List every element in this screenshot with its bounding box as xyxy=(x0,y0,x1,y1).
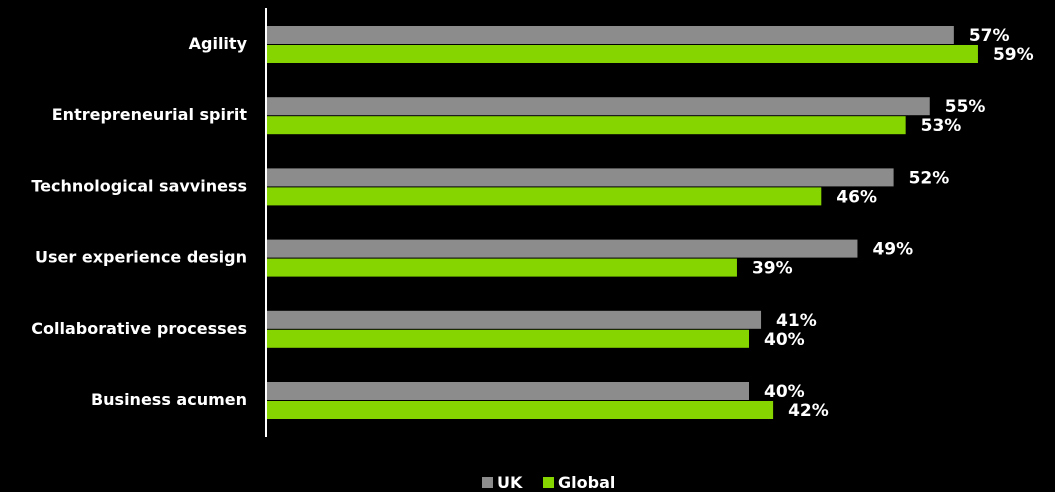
legend: UK Global xyxy=(482,473,615,492)
value-label-uk-user-experience-design: 49% xyxy=(872,240,913,260)
value-label-global-collaborative-processes: 40% xyxy=(764,330,805,350)
bar-global-user-experience-design xyxy=(267,258,737,277)
value-label-uk-business-acumen: 40% xyxy=(764,382,805,402)
legend-swatch-uk xyxy=(482,477,493,488)
bars-layer xyxy=(267,26,978,419)
category-label-agility: Agility xyxy=(189,34,248,53)
value-label-global-entrepreneurial-spirit: 53% xyxy=(921,116,962,136)
category-label-technological-savviness: Technological savviness xyxy=(31,176,247,195)
bar-global-business-acumen xyxy=(267,401,774,419)
value-label-global-business-acumen: 42% xyxy=(788,401,829,421)
legend-label-uk: UK xyxy=(497,473,523,492)
category-label-collaborative-processes: Collaborative processes xyxy=(31,319,247,338)
category-label-business-acumen: Business acumen xyxy=(91,390,247,409)
bar-global-entrepreneurial-spirit xyxy=(267,116,906,135)
value-label-uk-agility: 57% xyxy=(969,26,1010,46)
bar-uk-user-experience-design xyxy=(267,239,858,258)
bar-uk-collaborative-processes xyxy=(267,310,762,329)
category-label-entrepreneurial-spirit: Entrepreneurial spirit xyxy=(52,105,248,124)
value-label-global-technological-savviness: 46% xyxy=(836,187,877,207)
category-labels: Agility Entrepreneurial spirit Technologic… xyxy=(31,34,247,409)
value-label-uk-collaborative-processes: 41% xyxy=(776,311,817,331)
legend-swatch-global xyxy=(543,477,554,488)
bar-global-collaborative-processes xyxy=(267,329,749,348)
value-label-global-agility: 59% xyxy=(993,45,1034,65)
bar-global-technological-savviness xyxy=(267,187,822,206)
bar-uk-technological-savviness xyxy=(267,168,894,187)
category-label-user-experience-design: User experience design xyxy=(35,248,247,267)
bar-uk-business-acumen xyxy=(267,382,749,400)
value-label-uk-technological-savviness: 52% xyxy=(909,168,950,188)
legend-label-global: Global xyxy=(558,473,615,492)
bar-uk-agility xyxy=(267,26,954,44)
value-label-uk-entrepreneurial-spirit: 55% xyxy=(945,97,986,117)
value-labels: 57%59%55%53%52%46%49%39%41%40%40%42% xyxy=(752,26,1034,421)
bar-global-agility xyxy=(267,45,978,63)
bar-uk-entrepreneurial-spirit xyxy=(267,97,930,116)
value-label-global-user-experience-design: 39% xyxy=(752,259,793,279)
